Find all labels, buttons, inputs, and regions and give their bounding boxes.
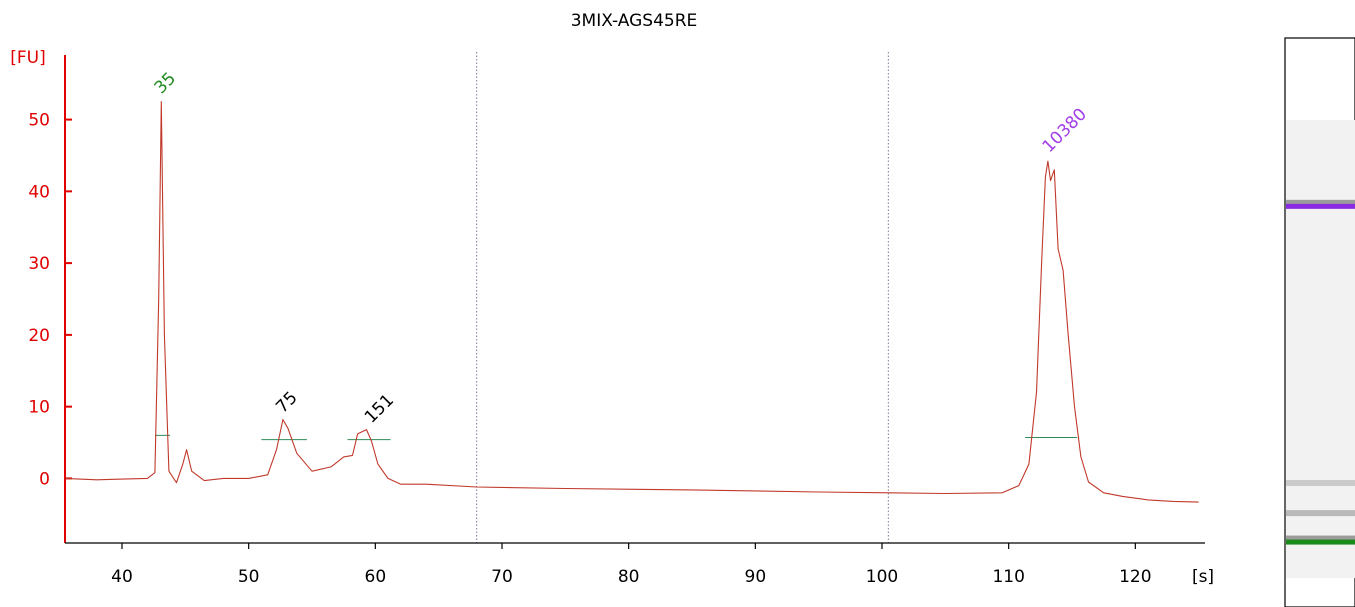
peak-label: 75 xyxy=(272,388,301,417)
y-tick-label: 0 xyxy=(39,469,50,489)
y-tick-label: 40 xyxy=(28,182,50,202)
x-tick-label: 40 xyxy=(111,567,133,587)
peak-label: 35 xyxy=(151,69,180,98)
x-tick-label: 110 xyxy=(992,567,1024,587)
peak-baselines xyxy=(154,434,1078,441)
x-tick-label: 50 xyxy=(238,567,260,587)
x-tick-label: 100 xyxy=(866,567,898,587)
x-axis-label: [s] xyxy=(1192,567,1214,587)
peak-labels: 35 75 151 10380 xyxy=(151,69,1091,428)
gel-band xyxy=(1286,479,1355,486)
x-tick-label: 90 xyxy=(745,567,767,587)
gel-lane xyxy=(1284,37,1355,607)
y-axis-label: [FU] xyxy=(10,48,46,68)
x-tick-label: 80 xyxy=(618,567,640,587)
gel-band xyxy=(1286,539,1355,545)
peak-label: 10380 xyxy=(1039,104,1091,156)
y-tick-label: 50 xyxy=(28,111,50,131)
x-tick-label: 60 xyxy=(365,567,387,587)
gel-lane-body xyxy=(1286,120,1355,578)
trace-series xyxy=(64,101,1199,503)
y-tick-label: 20 xyxy=(28,326,50,346)
x-tick-label: 120 xyxy=(1119,567,1151,587)
x-tick-label: 70 xyxy=(491,567,513,587)
peak-label: 151 xyxy=(361,390,398,427)
axes: 0 10 20 30 40 50 40 50 60 70 80 90 100 110 120 xyxy=(28,55,1205,587)
guide-lines xyxy=(476,52,889,543)
gel-band xyxy=(1286,510,1355,517)
y-tick-label: 30 xyxy=(28,254,50,274)
gel-band-shadow xyxy=(1286,199,1355,205)
chart-title: 3MIX-AGS45RE xyxy=(571,11,698,31)
gel-band-shadow xyxy=(1286,535,1355,541)
trace xyxy=(64,101,1199,503)
gel-band xyxy=(1286,203,1355,209)
y-tick-label: 10 xyxy=(28,398,50,418)
